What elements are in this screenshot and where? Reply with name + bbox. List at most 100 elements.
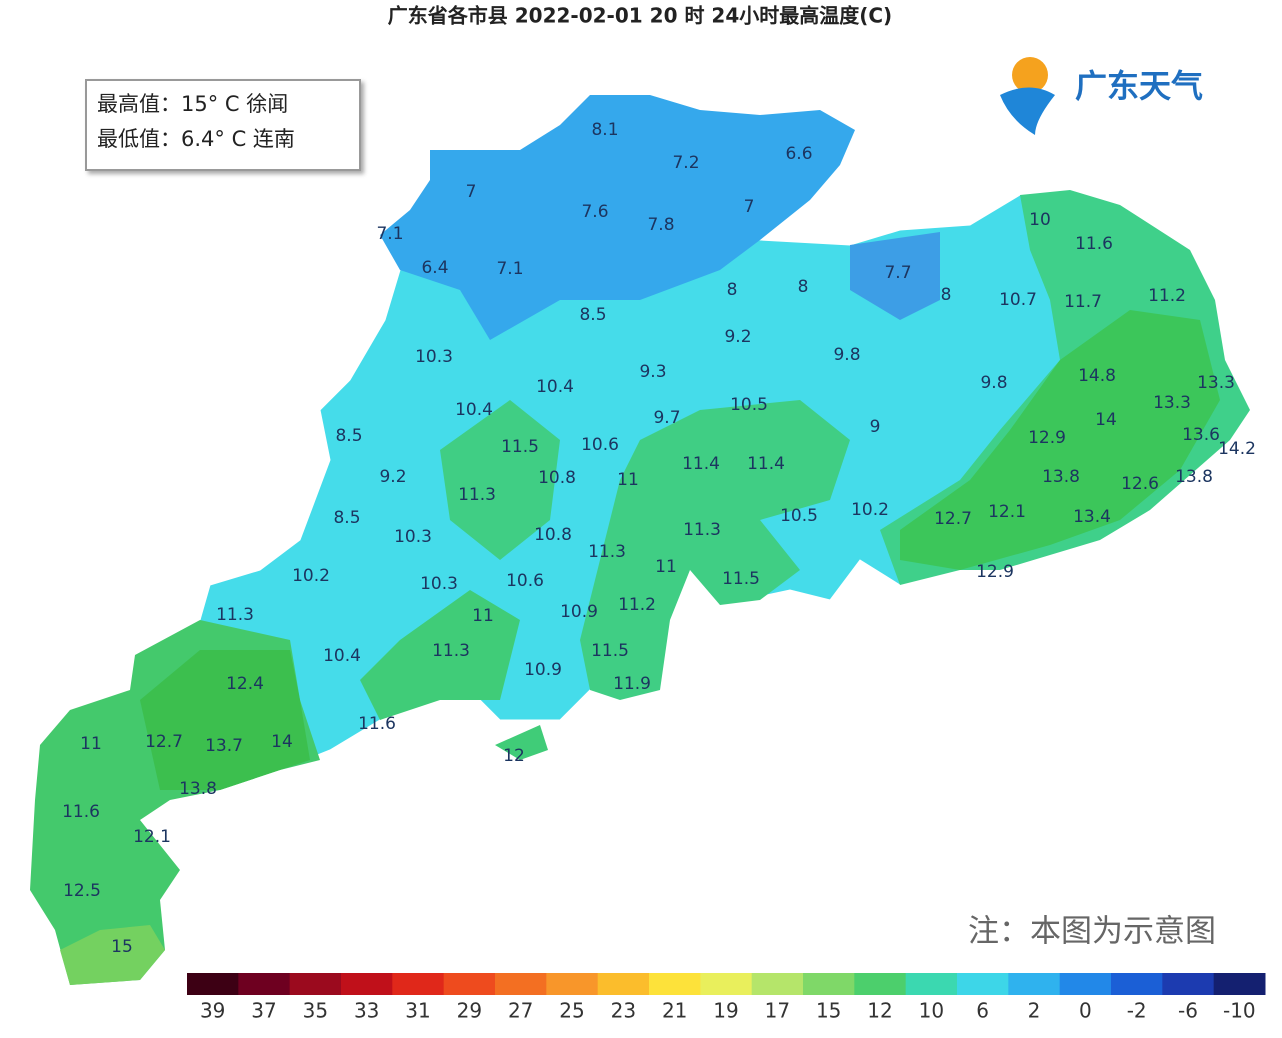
temperature-label: 14 [1095,410,1117,430]
temperature-labels: 8.1 7.2 6.6 7 7.6 7.8 7 7.1 6.4 7.1 10 11.6 8 8 7.7 8 10… [62,120,1256,957]
temperature-label: 11.3 [683,520,721,540]
legend-label: 21 [662,999,687,1023]
legend-swatch [443,973,496,995]
temperature-label: 12.7 [934,509,972,529]
temperature-label: 11.2 [618,595,656,615]
legend-swatch [289,973,342,995]
note: 注：本图为示意图 [968,914,1216,950]
temperature-label: 12.7 [145,732,183,752]
legend-swatch [1162,973,1215,995]
temperature-label: 10.9 [524,660,562,680]
temperature-label: 14.2 [1218,439,1256,459]
temperature-label: 11.5 [591,641,629,661]
temperature-label: 8.1 [591,120,618,140]
legend-swatch [392,973,445,995]
temperature-label: 12.5 [63,881,101,901]
legend-label: 33 [354,999,379,1023]
legend-label: 6 [976,999,989,1023]
temperature-label: 10.4 [323,646,361,666]
temperature-label: 11.6 [1075,234,1113,254]
legend-label: 12 [867,999,892,1023]
temperature-label: 10.3 [420,574,458,594]
temperature-label: 9.8 [833,345,860,365]
legend-label: 37 [251,999,276,1023]
legend-label: 2 [1028,999,1041,1023]
temperature-label: 7.8 [647,215,674,235]
temperature-label: 13.3 [1153,393,1191,413]
temperature-label: 7.7 [884,263,911,283]
temperature-label: 13.4 [1073,507,1111,527]
temperature-label: 11 [472,606,494,626]
temperature-label: 11.4 [682,454,720,474]
temperature-label: 7 [744,197,755,217]
temperature-label: 11 [80,734,102,754]
max-value: 最高值：15° C 徐闻 [97,92,288,116]
legend-swatch [341,973,393,995]
temperature-label: 10.6 [581,435,619,455]
temperature-label: 11.7 [1064,292,1102,312]
temperature-label: 9.7 [653,408,680,428]
legend-label: 39 [200,999,225,1023]
temperature-label: 11.3 [432,641,470,661]
temperature-label: 8 [941,285,952,305]
legend-swatch [1111,973,1163,995]
temperature-label: 10.3 [415,347,453,367]
legend-swatch [854,973,907,995]
legend-label: 27 [508,999,533,1023]
legend-label: -6 [1178,999,1198,1023]
temperature-label: 8.5 [579,305,606,325]
temperature-label: 10.4 [536,377,574,397]
logo: 广东天气 [1000,57,1203,135]
temperature-label: 11.6 [358,714,396,734]
temperature-label: 11.5 [501,437,539,457]
temperature-label: 8.5 [335,426,362,446]
legend-label: 29 [457,999,482,1023]
legend-swatch [495,973,547,995]
legend-swatch [700,973,753,995]
temperature-label: 7.2 [672,153,699,173]
temperature-label: 10.4 [455,400,493,420]
legend-swatch [957,973,1009,995]
temperature-label: 13.7 [205,736,243,756]
temperature-label: 11.2 [1148,286,1186,306]
temperature-label: 11.6 [62,802,100,822]
legend-swatch [1059,973,1112,995]
temperature-label: 11.9 [613,674,651,694]
temperature-label: 13.8 [1042,467,1080,487]
legend-label: 35 [303,999,328,1023]
temperature-label: 15 [111,937,133,957]
legend-swatch [803,973,855,995]
legend-label: 0 [1079,999,1092,1023]
legend-swatch [238,973,291,995]
legend-swatch [1213,973,1266,995]
temperature-label: 7.1 [376,224,403,244]
legend-label: 19 [713,999,738,1023]
temperature-label: 9.8 [980,373,1007,393]
legend-swatch [187,973,239,995]
temperature-label: 10.3 [394,527,432,547]
temperature-label: 7 [466,182,477,202]
temperature-label: 9.2 [379,467,406,487]
temperature-label: 11.4 [747,454,785,474]
legend-label: 25 [559,999,584,1023]
temperature-label: 12.1 [988,502,1026,522]
legend-swatch [649,973,701,995]
temperature-label: 8.5 [333,508,360,528]
temperature-label: 11.3 [216,605,254,625]
legend-label: -10 [1223,999,1256,1023]
temperature-label: 14.8 [1078,366,1116,386]
temperature-label: 11 [655,557,677,577]
temperature-label: 10.5 [730,395,768,415]
map-shapes [29,94,1251,986]
temperature-label: 9 [870,417,881,437]
temperature-label: 14 [271,732,293,752]
temperature-label: 12 [503,746,525,766]
logo-text: 广东天气 [1075,67,1203,105]
temperature-label: 10.9 [560,602,598,622]
temperature-label: 13.8 [179,779,217,799]
temperature-label: 13.8 [1175,467,1213,487]
temperature-label: 11.3 [458,485,496,505]
legend-swatch [546,973,599,995]
temperature-label: 12.9 [1028,428,1066,448]
